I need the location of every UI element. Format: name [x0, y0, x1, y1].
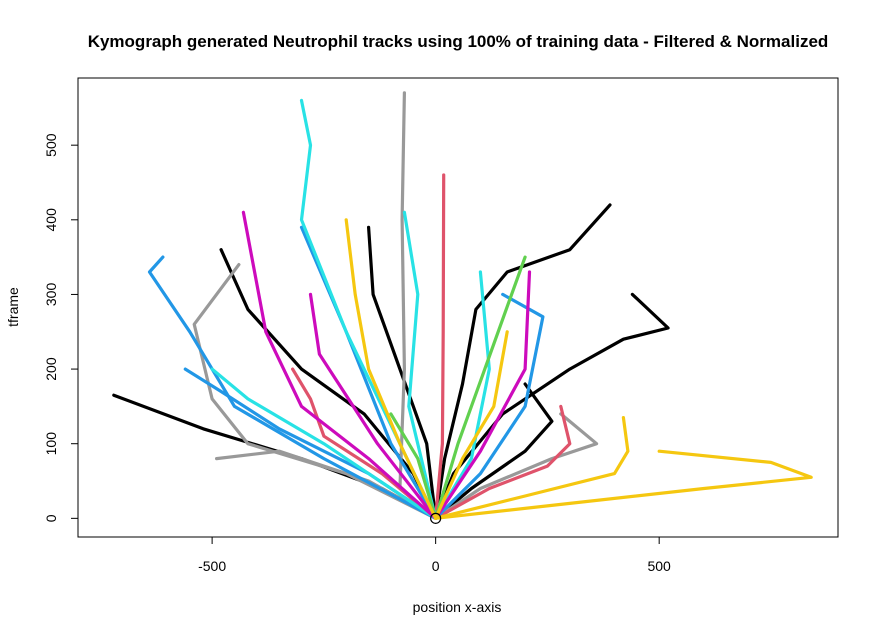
track-line [434, 203, 612, 520]
track-line [434, 416, 630, 520]
track-line [344, 218, 438, 520]
x-tick-label: -500 [198, 558, 226, 574]
y-tick-label: 500 [43, 133, 59, 157]
track-line [434, 270, 491, 520]
track-line [434, 330, 509, 520]
tracks-layer [112, 91, 813, 520]
x-tick-label: 500 [647, 558, 671, 574]
origin-marker [430, 512, 442, 524]
y-tick-label: 300 [43, 283, 59, 307]
track-line [434, 404, 572, 520]
track-line [434, 382, 554, 520]
track-line [434, 412, 599, 520]
track-line [241, 210, 438, 520]
track-line [434, 292, 670, 520]
track-line [434, 173, 446, 520]
x-tick-label: 0 [432, 558, 440, 574]
track-line [434, 255, 527, 520]
chart-title: Kymograph generated Neutrophil tracks us… [88, 32, 829, 51]
track-line [434, 270, 532, 520]
y-axis-label: tframe [5, 287, 21, 327]
y-tick-label: 200 [43, 357, 59, 381]
track-line [291, 367, 438, 520]
track-line [434, 292, 545, 520]
track-line [434, 449, 813, 520]
track-line [308, 292, 438, 520]
y-tick-label: 400 [43, 208, 59, 232]
y-tick-label: 100 [43, 432, 59, 456]
track-line [402, 210, 438, 520]
x-axis: -500 0 500 [198, 536, 671, 574]
track-line [389, 412, 438, 520]
track-line [367, 225, 438, 520]
track-line [192, 263, 438, 520]
y-axis: 0 100 200 300 400 500 [43, 133, 79, 522]
y-tick-label: 0 [43, 514, 59, 522]
x-axis-label: position x-axis [413, 599, 502, 615]
track-line [210, 367, 438, 520]
